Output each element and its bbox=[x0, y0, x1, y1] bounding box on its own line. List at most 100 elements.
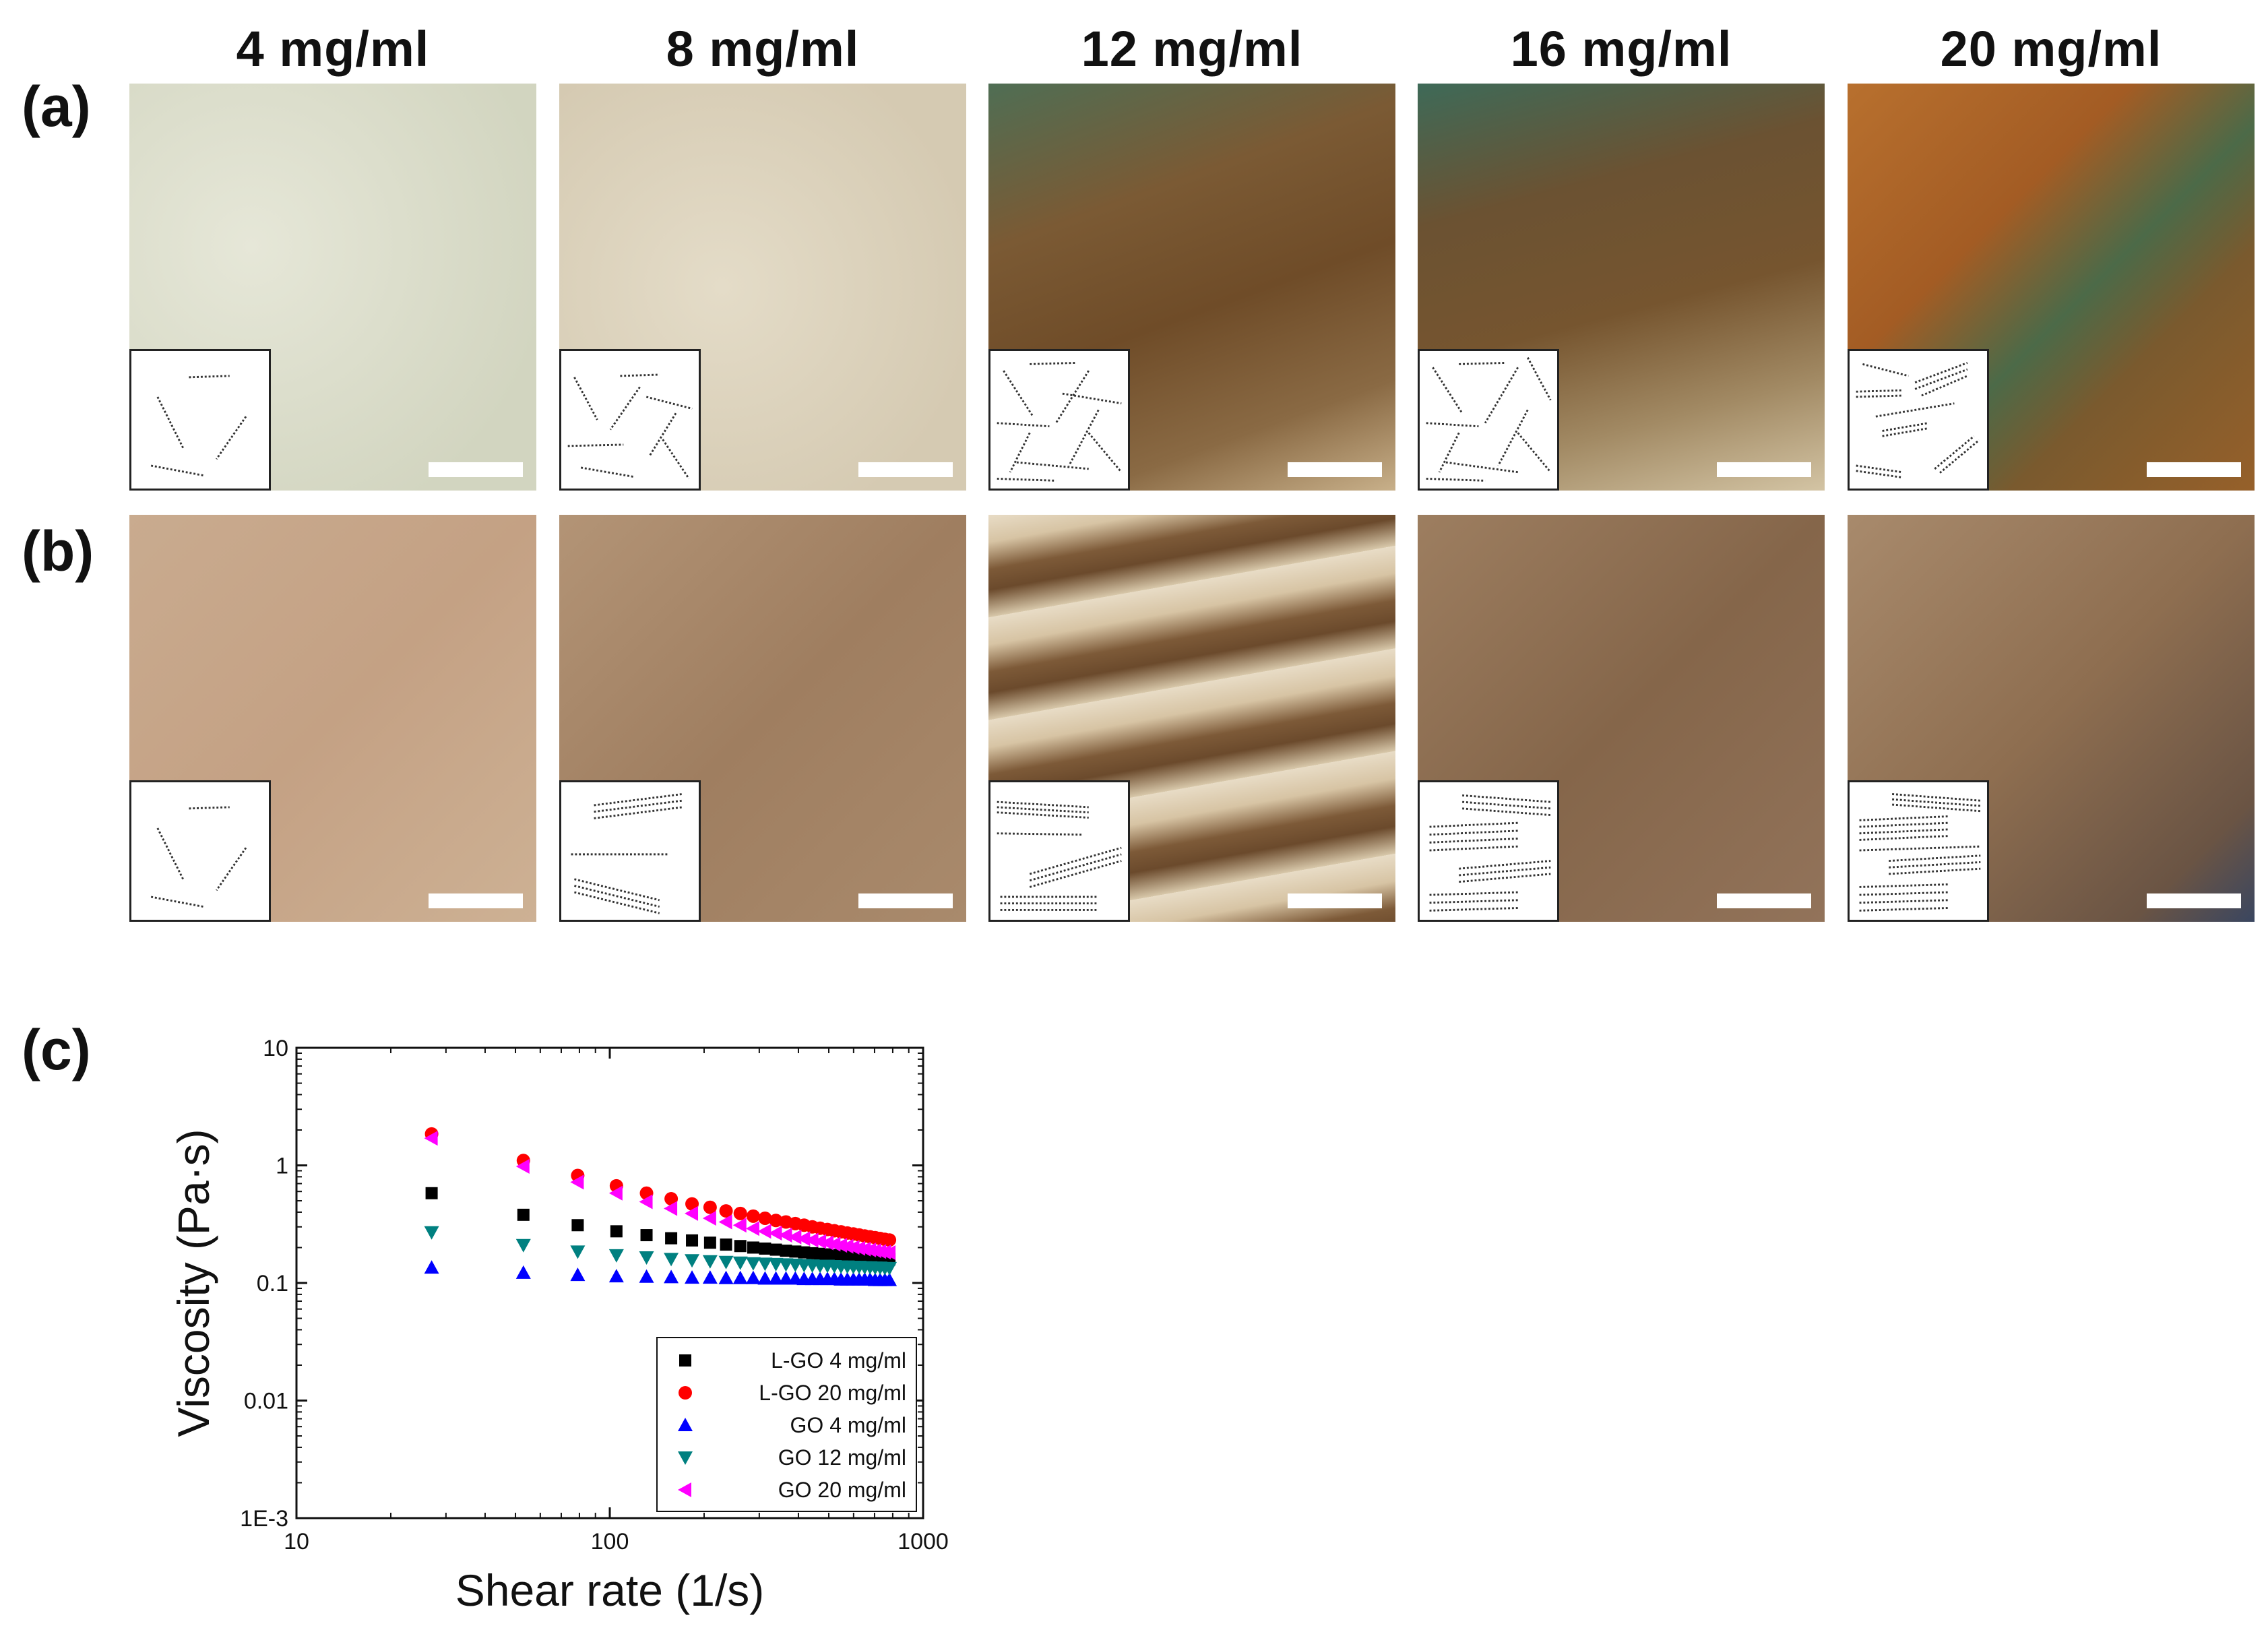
data-point bbox=[827, 1236, 841, 1252]
x-tick-label: 100 bbox=[591, 1529, 629, 1555]
schematic-inset bbox=[1848, 349, 1989, 491]
legend-marker bbox=[678, 1451, 693, 1465]
legend-entry: L-GO 20 mg/ml bbox=[759, 1381, 906, 1405]
data-point bbox=[778, 1228, 792, 1243]
data-point bbox=[768, 1226, 782, 1241]
data-point bbox=[639, 1269, 654, 1283]
concentration-label-4: 4 mg/ml bbox=[236, 21, 430, 77]
schematic-inset bbox=[1418, 780, 1559, 922]
data-point bbox=[664, 1201, 678, 1216]
legend-box bbox=[656, 1337, 917, 1512]
data-point bbox=[758, 1211, 772, 1225]
data-point bbox=[702, 1210, 716, 1226]
legend-entry: L-GO 4 mg/ml bbox=[771, 1348, 906, 1373]
legend-marker bbox=[678, 1482, 691, 1497]
data-point bbox=[608, 1269, 624, 1283]
legend-marker bbox=[679, 1386, 692, 1400]
micrograph-b-8mg bbox=[559, 515, 966, 922]
data-point bbox=[685, 1197, 699, 1211]
data-point bbox=[686, 1234, 699, 1247]
data-point bbox=[608, 1185, 623, 1201]
viscosity-chart: 10 100 1000 1E-3 0.01 0.1 1 10 L-GO 4 mg/ml L-GO … bbox=[168, 1036, 949, 1615]
micrograph-b-20mg bbox=[1848, 515, 2255, 922]
data-point bbox=[846, 1240, 860, 1255]
data-point bbox=[780, 1245, 792, 1257]
y-tick-label: 0.01 bbox=[244, 1389, 288, 1414]
data-point bbox=[703, 1236, 716, 1249]
legend-entry: GO 4 mg/ml bbox=[790, 1413, 906, 1437]
data-point bbox=[718, 1255, 734, 1269]
data-point bbox=[813, 1234, 827, 1249]
scale-bar bbox=[1717, 893, 1811, 908]
data-point bbox=[882, 1272, 897, 1286]
data-point bbox=[685, 1270, 700, 1284]
data-point bbox=[639, 1194, 653, 1210]
data-point bbox=[515, 1159, 530, 1174]
x-tick-label: 10 bbox=[284, 1529, 309, 1555]
y-tick-label: 1E-3 bbox=[240, 1506, 288, 1532]
data-point bbox=[703, 1200, 717, 1214]
scale-bar bbox=[1288, 462, 1382, 477]
data-point bbox=[768, 1271, 784, 1285]
x-tick-label: 1000 bbox=[897, 1529, 949, 1555]
data-point bbox=[424, 1226, 439, 1240]
data-point bbox=[778, 1271, 794, 1285]
y-tick-label: 0.1 bbox=[257, 1271, 288, 1296]
schematic-inset bbox=[559, 780, 701, 922]
schematic-inset bbox=[988, 349, 1130, 491]
data-point bbox=[757, 1224, 771, 1239]
data-point bbox=[664, 1253, 679, 1267]
data-point bbox=[852, 1241, 866, 1256]
legend-entry: GO 12 mg/ml bbox=[778, 1445, 906, 1470]
panel-label-c: (c) bbox=[22, 1018, 91, 1081]
data-point bbox=[639, 1251, 654, 1265]
schematic-inset bbox=[129, 780, 271, 922]
scale-bar bbox=[858, 893, 953, 908]
data-point bbox=[833, 1238, 848, 1253]
legend-marker bbox=[678, 1418, 693, 1431]
data-point bbox=[570, 1267, 586, 1282]
schematic-inset bbox=[1418, 349, 1559, 491]
data-point bbox=[745, 1270, 761, 1284]
micrograph-a-16mg bbox=[1418, 84, 1825, 491]
data-point bbox=[757, 1257, 773, 1272]
y-axis-title: Viscosity (Pa·s) bbox=[168, 1129, 218, 1437]
data-point bbox=[517, 1208, 530, 1221]
data-point bbox=[608, 1249, 624, 1263]
data-point bbox=[720, 1238, 732, 1251]
concentration-label-20: 20 mg/ml bbox=[1940, 21, 2162, 77]
y-tick-label: 10 bbox=[263, 1036, 288, 1061]
data-point bbox=[424, 1131, 438, 1146]
micrograph-b-4mg bbox=[129, 515, 536, 922]
schematic-inset bbox=[559, 349, 701, 491]
data-point bbox=[610, 1225, 623, 1238]
data-point bbox=[745, 1257, 761, 1271]
micrograph-a-20mg bbox=[1848, 84, 2255, 491]
data-point bbox=[718, 1214, 732, 1230]
micrograph-b-16mg bbox=[1418, 515, 1825, 922]
data-point bbox=[819, 1235, 833, 1251]
scale-bar bbox=[429, 893, 523, 908]
data-point bbox=[732, 1270, 748, 1284]
data-point bbox=[664, 1269, 679, 1284]
panel-label-a: (a) bbox=[22, 75, 91, 138]
y-tick-label: 1 bbox=[276, 1154, 288, 1179]
scale-bar bbox=[429, 462, 523, 477]
data-point bbox=[857, 1241, 871, 1257]
data-point bbox=[883, 1233, 897, 1247]
micrograph-a-8mg bbox=[559, 84, 966, 491]
data-point bbox=[769, 1243, 782, 1256]
scale-bar bbox=[2147, 893, 2241, 908]
data-point bbox=[685, 1254, 700, 1268]
panel-label-b: (b) bbox=[22, 520, 94, 583]
data-point bbox=[515, 1265, 531, 1279]
data-point bbox=[734, 1240, 747, 1253]
data-point bbox=[759, 1243, 771, 1255]
data-point bbox=[757, 1271, 773, 1285]
data-point bbox=[570, 1245, 586, 1259]
micrograph-a-4mg bbox=[129, 84, 536, 491]
data-point bbox=[732, 1218, 747, 1233]
data-point bbox=[665, 1232, 678, 1245]
data-point bbox=[702, 1270, 718, 1284]
schematic-inset bbox=[129, 349, 271, 491]
